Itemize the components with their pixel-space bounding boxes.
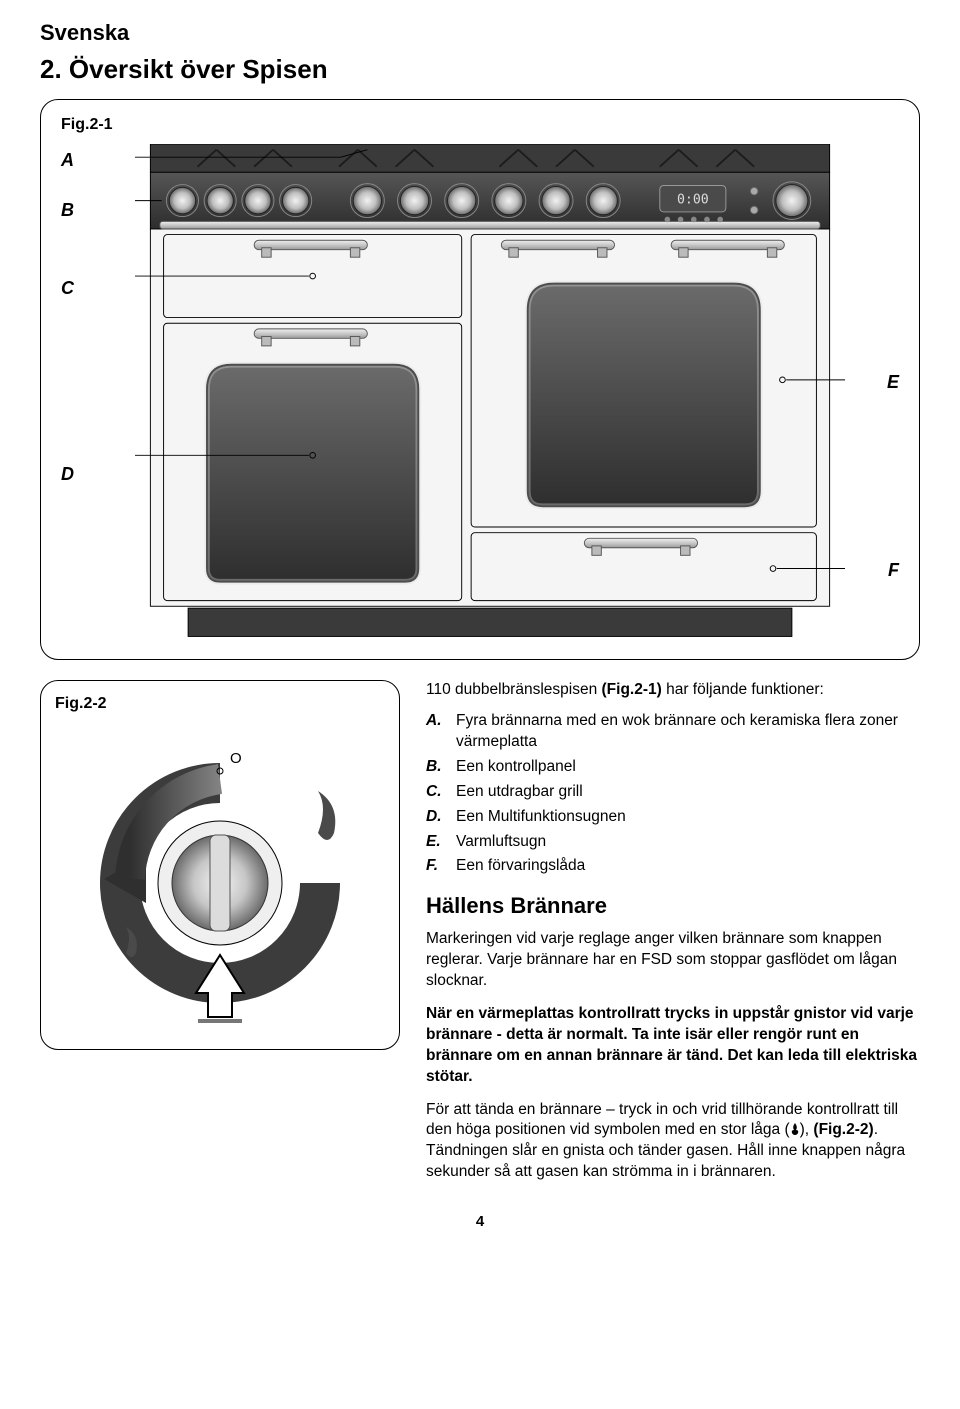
callout-d: D — [61, 464, 74, 485]
flame-icon — [790, 1123, 800, 1135]
knob-turn-diagram: O — [55, 723, 385, 1023]
callout-f: F — [888, 560, 899, 581]
list-item: F.Een förvaringslåda — [426, 856, 920, 877]
cooker-diagram: 0:00 — [135, 144, 845, 649]
text-column: 110 dubbelbränslespisen (Fig.2-1) har fö… — [426, 680, 920, 1195]
warning-paragraph: När en värmeplattas kontrollratt trycks … — [426, 1004, 920, 1088]
section-title: 2. Översikt över Spisen — [40, 54, 920, 85]
list-item: A.Fyra brännarna med en wok brännare och… — [426, 711, 920, 753]
figure-2-1-box: Fig.2-1 A B C D — [40, 99, 920, 660]
list-item: B.Een kontrollpanel — [426, 757, 920, 778]
list-item: C.Een utdragbar grill — [426, 782, 920, 803]
language-label: Svenska — [40, 20, 920, 46]
list-item: E.Varmluftsugn — [426, 832, 920, 853]
figure-2-2-label: Fig.2-2 — [55, 695, 385, 713]
burners-heading: Hällens Brännare — [426, 891, 920, 921]
svg-text:O: O — [230, 750, 242, 767]
page-number: 4 — [40, 1213, 920, 1230]
callouts-right: E F — [859, 144, 899, 644]
callout-e: E — [887, 372, 899, 393]
callout-c: C — [61, 278, 74, 299]
callout-a: A — [61, 150, 74, 171]
figure-2-2-box: Fig.2-2 — [40, 680, 400, 1050]
parts-list: A.Fyra brännarna med en wok brännare och… — [426, 711, 920, 877]
paragraph: För att tända en brännare – tryck in och… — [426, 1100, 920, 1184]
intro-text: 110 dubbelbränslespisen (Fig.2-1) har fö… — [426, 680, 920, 701]
list-item: D.Een Multifunktionsugnen — [426, 807, 920, 828]
callouts-left: A B C D — [61, 144, 121, 644]
svg-text:0:00: 0:00 — [677, 192, 709, 207]
paragraph: Markeringen vid varje reglage anger vilk… — [426, 929, 920, 992]
callout-b: B — [61, 200, 74, 221]
figure-2-1-label: Fig.2-1 — [61, 116, 899, 134]
